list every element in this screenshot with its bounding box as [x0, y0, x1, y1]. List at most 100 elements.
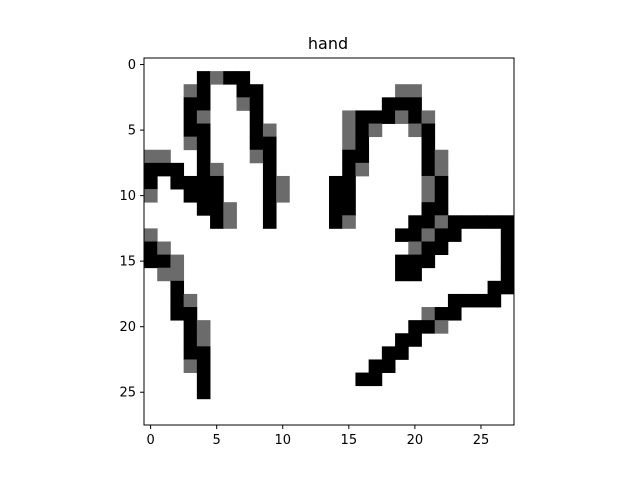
heatmap-cell	[434, 189, 449, 203]
heatmap-cell	[355, 110, 370, 124]
heatmap-cell	[342, 202, 356, 216]
heatmap-cell	[355, 123, 370, 138]
heatmap-cell	[368, 372, 383, 387]
heatmap-cell	[262, 215, 277, 229]
heatmap-cell	[461, 293, 475, 308]
heatmap-cell	[447, 293, 462, 308]
heatmap-cell	[196, 110, 211, 124]
heatmap-cell	[355, 149, 370, 164]
plot-frame	[143, 57, 515, 426]
heatmap-cell	[236, 84, 251, 98]
heatmap-cell	[421, 175, 436, 190]
heatmap-cell	[170, 267, 185, 282]
heatmap-cell	[421, 320, 436, 334]
heatmap-cell	[381, 110, 396, 124]
heatmap-cell	[196, 333, 211, 347]
heatmap-cell	[157, 149, 171, 164]
heatmap-cell	[262, 149, 277, 164]
heatmap-cell	[157, 162, 171, 177]
heatmap-cell	[249, 84, 264, 98]
heatmap-cell	[262, 162, 277, 177]
heatmap-cell	[421, 189, 436, 203]
heatmap-cell	[276, 175, 290, 190]
heatmap-cell	[500, 215, 515, 229]
heatmap-cell	[421, 136, 436, 151]
heatmap-cell	[447, 228, 462, 242]
heatmap-cell	[196, 189, 211, 203]
heatmap-cell	[395, 254, 409, 269]
x-tick-label: 25	[473, 433, 490, 448]
heatmap-cell	[395, 346, 409, 360]
heatmap-cell	[395, 267, 409, 282]
heatmap-cell	[408, 254, 422, 269]
heatmap-cell	[183, 110, 198, 124]
heatmap-cell	[474, 215, 488, 229]
heatmap-cell	[144, 149, 158, 164]
heatmap-cell	[395, 97, 409, 111]
heatmap-cell	[329, 202, 343, 216]
heatmap-cell	[487, 215, 502, 229]
heatmap-cell	[421, 162, 436, 177]
heatmap-cell	[210, 215, 224, 229]
heatmap-cells	[144, 71, 515, 400]
heatmap-cell	[381, 97, 396, 111]
heatmap-cell	[196, 346, 211, 360]
heatmap-cell	[183, 84, 198, 98]
heatmap-cell	[183, 293, 198, 308]
heatmap-cell	[196, 84, 211, 98]
heatmap-cell	[355, 136, 370, 151]
heatmap-cell	[408, 84, 422, 98]
heatmap-cell	[183, 333, 198, 347]
y-tick-label: 20	[119, 320, 136, 335]
heatmap-cell	[434, 307, 449, 321]
heatmap-cell	[157, 267, 171, 282]
heatmap-cell	[421, 149, 436, 164]
heatmap-cell	[144, 162, 158, 177]
heatmap-cell	[262, 202, 277, 216]
heatmap-cell	[368, 110, 383, 124]
y-tick-label: 5	[128, 124, 136, 139]
heatmap-cell	[381, 346, 396, 360]
heatmap-cell	[276, 189, 290, 203]
heatmap-cell	[196, 149, 211, 164]
heatmap-cell	[196, 162, 211, 177]
heatmap-cell	[196, 385, 211, 400]
heatmap-cell	[395, 228, 409, 242]
heatmap-cell	[170, 307, 185, 321]
heatmap-cell	[500, 228, 515, 242]
heatmap-cell	[342, 149, 356, 164]
heatmap-cell	[210, 202, 224, 216]
heatmap-cell	[500, 280, 515, 295]
heatmap-cell	[157, 241, 171, 256]
heatmap-cell	[144, 189, 158, 203]
heatmap-cell	[500, 241, 515, 256]
heatmap-cell	[210, 162, 224, 177]
heatmap-cell	[170, 293, 185, 308]
heatmap-cell	[421, 123, 436, 138]
heatmap-cell	[196, 97, 211, 111]
heatmap-cell	[183, 307, 198, 321]
heatmap-cell	[196, 123, 211, 138]
heatmap-cell	[223, 71, 237, 85]
heatmap-cell	[223, 202, 237, 216]
heatmap-cell	[342, 123, 356, 138]
heatmap-cell	[421, 110, 436, 124]
heatmap-cell	[487, 293, 502, 308]
heatmap-cell	[434, 215, 449, 229]
heatmap-cell	[461, 215, 475, 229]
heatmap-cell	[408, 241, 422, 256]
heatmap-cell	[487, 280, 502, 295]
heatmap-cell	[329, 189, 343, 203]
y-tick-label: 25	[119, 386, 136, 401]
heatmap-cell	[183, 346, 198, 360]
heatmap-cell	[144, 241, 158, 256]
heatmap-cell	[408, 333, 422, 347]
heatmap-cell	[434, 320, 449, 334]
heatmap-cell	[196, 202, 211, 216]
heatmap-cell	[421, 307, 436, 321]
heatmap-cell	[434, 162, 449, 177]
heatmap-cell	[210, 175, 224, 190]
heatmap-cell	[144, 254, 158, 269]
heatmap-cell	[342, 162, 356, 177]
